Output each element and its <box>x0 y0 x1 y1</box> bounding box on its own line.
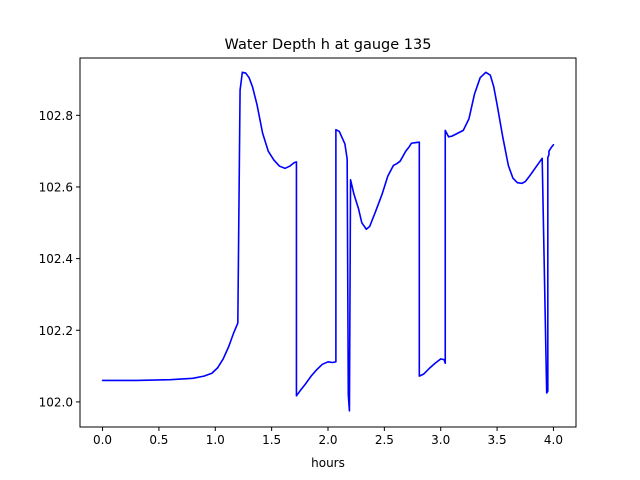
x-tick-label: 2.5 <box>375 433 394 447</box>
x-axis: 0.0 0.5 1.0 1.5 2.0 2.5 3.0 3.5 4.0 <box>93 427 563 447</box>
x-tick-label: 0.5 <box>149 433 168 447</box>
y-tick-label: 102.6 <box>39 180 73 194</box>
y-tick-label: 102.2 <box>39 324 73 338</box>
plot-area <box>80 58 576 427</box>
y-axis: 102.0 102.2 102.4 102.6 102.8 <box>39 109 80 409</box>
x-tick-label: 1.0 <box>206 433 225 447</box>
y-tick-label: 102.8 <box>39 109 73 123</box>
y-tick-label: 102.0 <box>39 395 73 409</box>
series-line-0 <box>101 71 555 412</box>
x-tick-label: 1.5 <box>262 433 281 447</box>
series-layer <box>101 71 555 412</box>
x-tick-label: 3.0 <box>431 433 450 447</box>
x-tick-label: 3.5 <box>488 433 507 447</box>
x-tick-label: 0.0 <box>93 433 112 447</box>
chart-title: Water Depth h at gauge 135 <box>225 37 432 53</box>
x-tick-label: 4.0 <box>544 433 563 447</box>
x-tick-label: 2.0 <box>318 433 337 447</box>
y-tick-label: 102.4 <box>39 252 73 266</box>
x-axis-label: hours <box>311 456 345 470</box>
